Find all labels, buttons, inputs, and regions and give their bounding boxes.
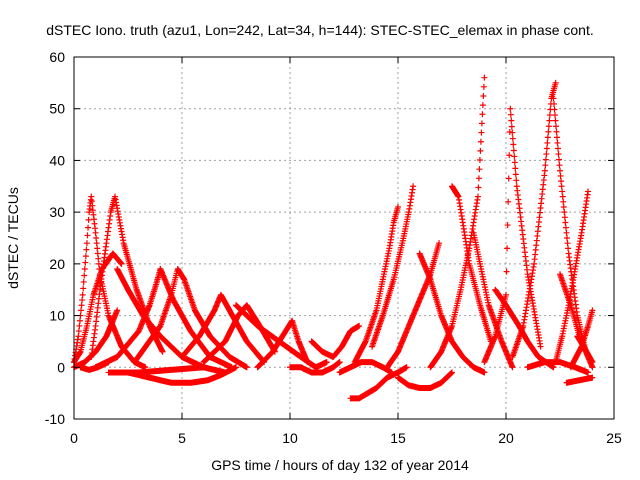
data-series: [287, 359, 343, 376]
series-points: [336, 359, 395, 376]
data-series: [105, 364, 207, 376]
x-tick-label: 0: [70, 430, 78, 446]
series-points: [287, 359, 343, 376]
series-points: [449, 183, 494, 345]
x-tick-label: 15: [390, 430, 406, 446]
y-tick-label: 50: [49, 101, 65, 117]
series-points: [574, 333, 596, 366]
data-series: [369, 183, 417, 350]
series-points: [179, 291, 268, 366]
series-points: [481, 105, 544, 366]
series-points: [470, 229, 516, 371]
data-series: [179, 291, 268, 366]
data-series: [395, 369, 455, 391]
data-series: [92, 266, 164, 371]
series-points: [254, 317, 311, 371]
data-series: [384, 240, 443, 371]
chart-title: dSTEC Iono. truth (azu1, Lon=242, Lat=34…: [46, 22, 593, 38]
series-points: [347, 364, 410, 402]
data-series: [470, 229, 516, 371]
data-series: [449, 183, 494, 345]
series-points: [157, 266, 235, 371]
y-tick-label: 0: [57, 359, 65, 375]
ticks: 0 5 10 15 20 25 -10 0 10 20 30 40 50 60: [45, 49, 622, 446]
data-series: [351, 203, 401, 366]
data-series: [574, 333, 596, 366]
data-series: [254, 317, 311, 371]
y-tick-label: 30: [49, 204, 65, 220]
plot-border: [73, 56, 615, 420]
data-series: [481, 105, 544, 366]
data-series: [125, 364, 239, 386]
data-series: [336, 359, 395, 376]
series-points: [125, 364, 239, 386]
series-points: [131, 266, 250, 371]
x-tick-label: 5: [178, 430, 186, 446]
series-points: [92, 266, 164, 371]
y-tick-label: 60: [49, 49, 65, 65]
y-axis-label: dSTEC / TECUs: [5, 187, 21, 289]
series-points: [308, 322, 363, 360]
series-points: [416, 250, 488, 376]
data-series: [347, 364, 410, 402]
series-points: [395, 369, 455, 391]
data-series: [308, 322, 363, 360]
series-points: [427, 74, 488, 371]
series-points: [351, 203, 401, 366]
data-series: [157, 266, 235, 371]
x-tick-label: 25: [606, 430, 622, 446]
data-series: [427, 74, 488, 371]
series-points: [105, 364, 207, 376]
y-tick-label: -10: [45, 411, 65, 427]
series-points: [509, 79, 559, 360]
data-series: [131, 266, 250, 371]
data-series: [416, 250, 488, 376]
x-tick-label: 10: [282, 430, 298, 446]
series-points: [384, 240, 443, 371]
series-points: [563, 374, 596, 386]
y-tick-label: 20: [49, 256, 65, 272]
x-tick-label: 20: [498, 430, 514, 446]
y-tick-label: 10: [49, 308, 65, 324]
y-tick-label: 40: [49, 152, 65, 168]
data-series: [563, 374, 596, 386]
series-points: [369, 183, 417, 350]
series-layer: [71, 74, 596, 402]
data-series: [509, 79, 559, 360]
x-axis-label: GPS time / hours of day 132 of year 2014: [211, 457, 469, 473]
